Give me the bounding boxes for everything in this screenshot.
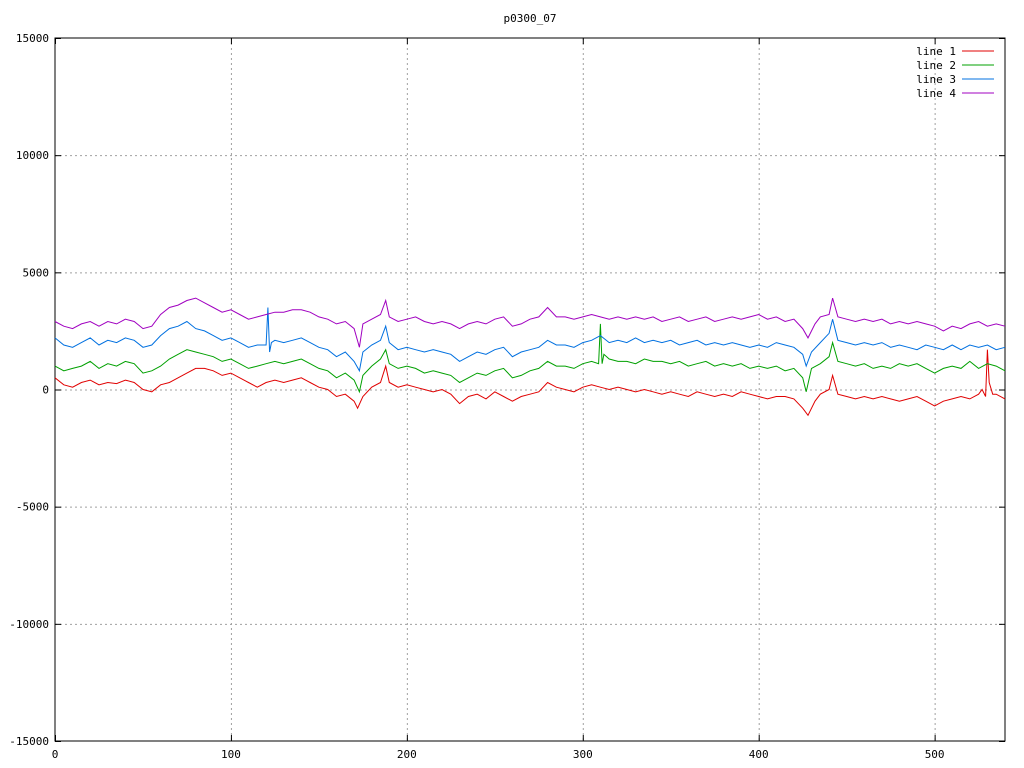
y-tick-label: 5000 <box>23 266 50 279</box>
legend-label: line 4 <box>916 87 956 100</box>
legend-label: line 2 <box>916 59 956 72</box>
x-tick-label: 400 <box>749 748 769 761</box>
y-tick-label: -15000 <box>9 735 49 748</box>
y-tick-label: -10000 <box>9 618 49 631</box>
series-lines <box>54 297 1006 417</box>
y-tick-label: 15000 <box>16 32 49 45</box>
x-tick-label: 0 <box>52 748 59 761</box>
x-tick-label: 100 <box>221 748 241 761</box>
y-tick-label: 10000 <box>16 149 49 162</box>
y-tick-label: -5000 <box>16 501 49 514</box>
series-line-4 <box>54 297 1006 348</box>
series-line-3 <box>54 307 1006 373</box>
y-tick-label: 0 <box>42 384 49 397</box>
series-line-1 <box>54 349 1006 417</box>
grid-lines <box>55 38 1005 741</box>
series-line-2 <box>54 323 1006 394</box>
x-tick-label: 200 <box>397 748 417 761</box>
chart-title: p0300_07 <box>504 12 557 25</box>
legend-label: line 3 <box>916 73 956 86</box>
x-tick-label: 300 <box>573 748 593 761</box>
legend-label: line 1 <box>916 45 956 58</box>
axis-ticks: 0 100 200 300 400 500 -15000 -10000 -5000 0 5000 10… <box>9 32 1005 761</box>
x-tick-label: 500 <box>925 748 945 761</box>
